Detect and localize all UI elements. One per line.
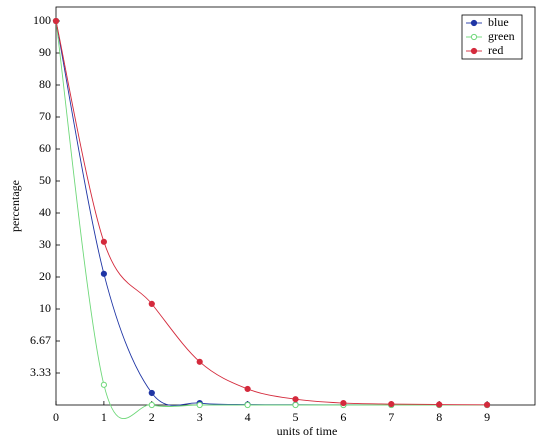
y-tick-label: 60 (39, 141, 51, 155)
x-tick-label: 1 (101, 410, 107, 424)
data-point (196, 401, 203, 409)
plot-frame (55, 6, 536, 406)
legend-label: red (488, 43, 503, 57)
x-axis-label: units of time (277, 424, 338, 438)
x-tick-label: 9 (484, 410, 490, 424)
series-line (55, 20, 488, 406)
data-point (340, 399, 347, 407)
y-tick-label: 20 (39, 269, 51, 283)
y-tick-label: 50 (39, 173, 51, 187)
data-point (100, 238, 108, 245)
y-tick-label: 90 (39, 45, 51, 59)
data-point (292, 401, 299, 409)
data-point (148, 300, 155, 307)
series-line (55, 20, 488, 420)
legend-marker (470, 47, 478, 55)
y-tick-label: 6.67 (30, 333, 51, 347)
legend-marker (470, 19, 478, 27)
y-tick-label: 10 (39, 301, 51, 315)
x-tick-label: 2 (149, 410, 155, 424)
data-point (484, 401, 491, 408)
y-tick-label: 100 (33, 13, 51, 27)
data-point (100, 381, 108, 388)
y-tick-label: 70 (39, 109, 51, 123)
x-tick-label: 7 (388, 410, 394, 424)
legend-marker (470, 33, 478, 41)
data-point (244, 401, 251, 409)
series-line (55, 20, 488, 406)
data-point (52, 17, 60, 25)
x-tick-label: 6 (340, 410, 346, 424)
legend-label: green (488, 29, 515, 43)
data-point (388, 400, 395, 408)
y-tick-label: 40 (39, 205, 51, 219)
data-point (244, 385, 251, 393)
y-tick-label: 30 (39, 237, 51, 251)
x-tick-label: 5 (293, 410, 299, 424)
data-point (436, 401, 443, 408)
x-tick-label: 0 (53, 410, 59, 424)
x-tick-label: 8 (436, 410, 442, 424)
x-tick-label: 3 (197, 410, 203, 424)
x-tick-label: 4 (245, 410, 251, 424)
data-point (148, 401, 155, 409)
y-tick-label: 80 (39, 77, 51, 91)
data-point (100, 270, 108, 277)
data-point (196, 358, 203, 365)
data-point (148, 389, 155, 397)
y-axis-label: percentage (8, 180, 22, 232)
y-tick-label: 3.33 (30, 365, 51, 379)
data-point (292, 396, 299, 403)
legend-label: blue (488, 15, 509, 29)
